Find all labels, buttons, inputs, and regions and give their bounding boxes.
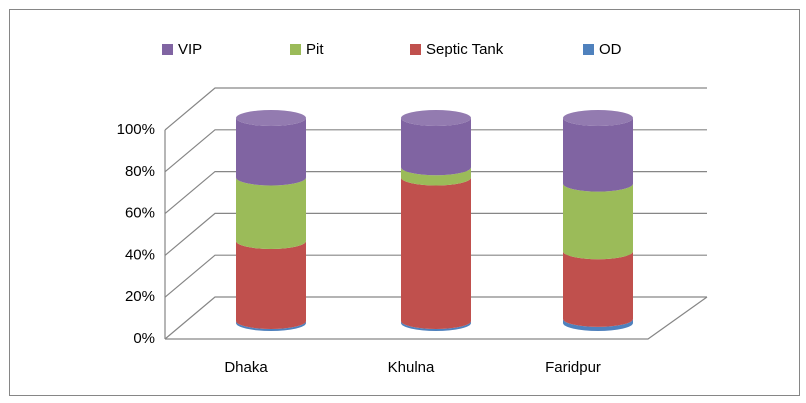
y-tick-label: 20% xyxy=(125,288,155,305)
bar-segment xyxy=(563,183,633,260)
floor xyxy=(165,296,708,340)
grid-line xyxy=(164,296,707,340)
bar-segment xyxy=(401,118,471,176)
y-tick-label: 0% xyxy=(133,330,155,347)
bar-segment xyxy=(236,320,306,331)
legend-label: VIP xyxy=(178,41,202,58)
bar-segment xyxy=(236,177,306,249)
legend-swatch xyxy=(162,44,173,55)
legend-label: Pit xyxy=(306,41,324,58)
y-tick-label: 80% xyxy=(125,163,155,180)
x-tick-label: Khulna xyxy=(388,359,435,376)
x-tick-label: Faridpur xyxy=(545,359,601,376)
legend-swatch xyxy=(583,44,594,55)
grid-line xyxy=(164,254,707,298)
legend-swatch xyxy=(410,44,421,55)
legend-label: OD xyxy=(599,41,622,58)
y-tick-label: 100% xyxy=(117,121,155,138)
grid-line xyxy=(164,171,707,215)
bar-segment xyxy=(563,251,633,327)
y-tick-label: 60% xyxy=(125,205,155,222)
bar-segment xyxy=(563,118,633,192)
bar-segment xyxy=(401,167,471,186)
bar-cap xyxy=(401,110,471,126)
grid-line xyxy=(164,212,707,256)
y-tick-label: 40% xyxy=(125,246,155,263)
bar-cap xyxy=(563,110,633,126)
bar-segment xyxy=(401,320,471,331)
bar-cap xyxy=(236,110,306,126)
legend-swatch xyxy=(290,44,301,55)
bar-segment xyxy=(236,241,306,329)
legend-label: Septic Tank xyxy=(426,41,504,58)
grid-line xyxy=(164,87,707,131)
grid-line xyxy=(164,129,707,173)
bar-segment xyxy=(563,318,633,331)
bar-segment xyxy=(236,118,306,186)
bar-segment xyxy=(401,177,471,329)
x-tick-label: Dhaka xyxy=(224,359,268,376)
